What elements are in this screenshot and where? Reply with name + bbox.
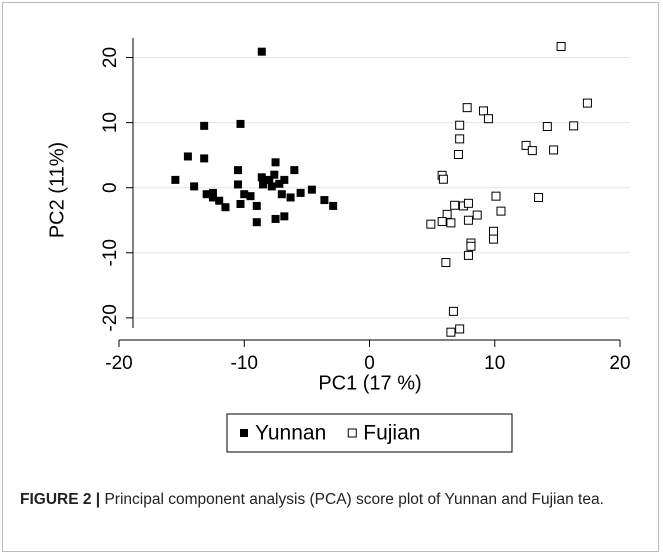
point [446, 327, 456, 337]
x-tick-label: 10 [484, 353, 505, 374]
point [450, 200, 460, 210]
point [265, 175, 274, 184]
point [455, 134, 465, 144]
point [275, 179, 284, 188]
point [462, 103, 472, 113]
point [453, 150, 463, 160]
point [582, 98, 592, 108]
point [483, 114, 493, 124]
point [527, 146, 537, 156]
point [271, 214, 280, 223]
point [521, 140, 531, 150]
point [233, 180, 242, 189]
y-tick-label: -20 [100, 304, 121, 331]
point [280, 175, 289, 184]
point [329, 201, 338, 210]
chart: PC1 (17 %) PC2 (11%) -20 -10 0 10 20 -20 -10 0 1… [46, 38, 631, 453]
x-axis-title: PC1 (17 %) [318, 372, 421, 394]
y-axis-title: PC2 (11%) [46, 142, 68, 238]
point [446, 218, 456, 228]
legend-label: Yunnan [255, 422, 326, 445]
point [437, 217, 447, 227]
point [441, 258, 451, 268]
legend-label: Fujian [363, 422, 420, 445]
point [556, 41, 566, 51]
point [534, 192, 544, 202]
point [463, 215, 473, 225]
point [252, 218, 261, 227]
x-tick-label: 20 [609, 353, 630, 374]
y-tick-label: 0 [100, 182, 121, 193]
point [277, 190, 286, 199]
x-tick-label: 0 [364, 353, 375, 374]
point [271, 158, 280, 167]
y-tick-label: -10 [100, 239, 121, 266]
x-tick-label: -20 [105, 353, 132, 374]
caption-label: FIGURE 2 | [20, 491, 101, 508]
point [307, 185, 316, 194]
point [236, 199, 245, 208]
legend-marker [240, 429, 248, 437]
point [233, 166, 242, 175]
point [270, 170, 279, 179]
point [259, 180, 268, 189]
point [257, 47, 266, 56]
point [257, 173, 266, 182]
point [488, 234, 498, 244]
point [438, 174, 448, 184]
y-tick-label: 20 [100, 47, 121, 68]
legend-box [226, 413, 513, 453]
point [190, 182, 199, 191]
x-tick-label: -10 [231, 353, 258, 374]
point [171, 175, 180, 184]
point [200, 121, 209, 130]
point [252, 201, 261, 210]
point [455, 120, 465, 130]
point [246, 192, 255, 201]
caption-text: Principal component analysis (PCA) score… [104, 491, 604, 508]
point [290, 166, 299, 175]
point [200, 154, 209, 163]
point [236, 119, 245, 128]
legend-marker [347, 428, 357, 438]
point [455, 324, 465, 334]
point [549, 145, 559, 155]
point [542, 122, 552, 132]
point [280, 212, 289, 221]
point [215, 196, 224, 205]
point [448, 306, 458, 316]
point [267, 182, 276, 191]
point [466, 241, 476, 251]
point [320, 196, 329, 205]
point [202, 190, 211, 199]
point [296, 188, 305, 197]
point [478, 106, 488, 116]
point [221, 203, 230, 212]
point [472, 210, 482, 220]
point [463, 250, 473, 260]
point [491, 191, 501, 201]
point [426, 219, 436, 229]
point [208, 193, 217, 202]
y-tick-label: 10 [100, 112, 121, 133]
point [488, 226, 498, 236]
point [569, 121, 579, 131]
point [463, 198, 473, 208]
point [496, 206, 506, 216]
point [183, 152, 192, 161]
caption: FIGURE 2 | Principal component analysis … [20, 489, 630, 511]
point [208, 188, 217, 197]
point [286, 193, 295, 202]
point [240, 190, 249, 199]
